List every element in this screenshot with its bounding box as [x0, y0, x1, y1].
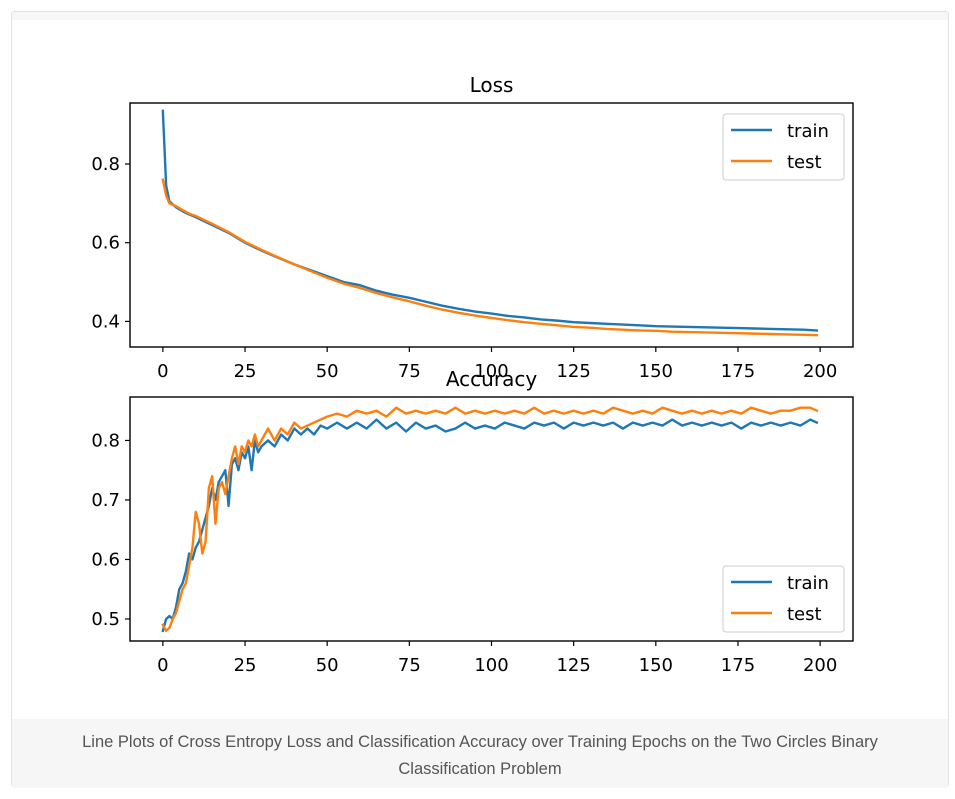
- series-line-test: [161, 406, 819, 633]
- x-tick-label: 0: [157, 655, 168, 676]
- x-tick-label: 50: [316, 655, 339, 676]
- x-tick-label: 150: [639, 361, 673, 382]
- series-line-train: [161, 418, 819, 633]
- x-tick-label: 200: [803, 655, 837, 676]
- legend: train test: [722, 565, 845, 633]
- x-tick-label: 125: [556, 361, 590, 382]
- figure-caption: Line Plots of Cross Entropy Loss and Cla…: [12, 719, 948, 788]
- legend-label-train: train: [787, 573, 829, 594]
- x-tick-label: 100: [474, 655, 508, 676]
- chart-title: Loss: [470, 73, 514, 97]
- x-tick-label: 25: [234, 655, 257, 676]
- x-tick-label: 200: [803, 361, 837, 382]
- y-tick-label: 0.4: [91, 311, 120, 332]
- panel-loss: Loss 0 25 50 75 100 125 150 175 200 0.4 0.6 0.8 train…: [91, 73, 854, 382]
- x-tick-label: 150: [639, 655, 673, 676]
- y-tick-label: 0.8: [91, 154, 120, 175]
- legend-label-test: test: [787, 152, 822, 173]
- x-tick-label: 0: [157, 361, 168, 382]
- legend-label-train: train: [787, 121, 829, 142]
- top-strip: [12, 12, 948, 20]
- y-tick-label: 0.7: [91, 490, 120, 511]
- chart-title: Accuracy: [446, 367, 537, 391]
- x-tick-label: 125: [556, 655, 590, 676]
- y-tick-label: 0.5: [91, 609, 120, 630]
- y-tick-label: 0.8: [91, 430, 120, 451]
- x-tick-label: 75: [398, 361, 421, 382]
- legend: train test: [722, 113, 845, 181]
- x-tick-label: 100: [474, 361, 508, 382]
- panel-accuracy: Accuracy 0 25 50 75 100 125 150 175 200 0.5 0.6 0.7 0…: [91, 367, 854, 676]
- x-tick-label: 175: [721, 361, 755, 382]
- y-tick-label: 0.6: [91, 549, 120, 570]
- x-tick-label: 50: [316, 361, 339, 382]
- y-tick-label: 0.6: [91, 233, 120, 254]
- series-line-test: [161, 178, 819, 337]
- chart-figure: Loss 0 25 50 75 100 125 150 175 200 0.4 0.6 0.8 train…: [91, 73, 854, 676]
- x-tick-label: 75: [398, 655, 421, 676]
- figure-card: Loss 0 25 50 75 100 125 150 175 200 0.4 0.6 0.8 train…: [11, 11, 949, 788]
- legend-label-test: test: [787, 604, 822, 625]
- x-tick-label: 25: [234, 361, 257, 382]
- x-tick-label: 175: [721, 655, 755, 676]
- series-line-train: [161, 109, 819, 332]
